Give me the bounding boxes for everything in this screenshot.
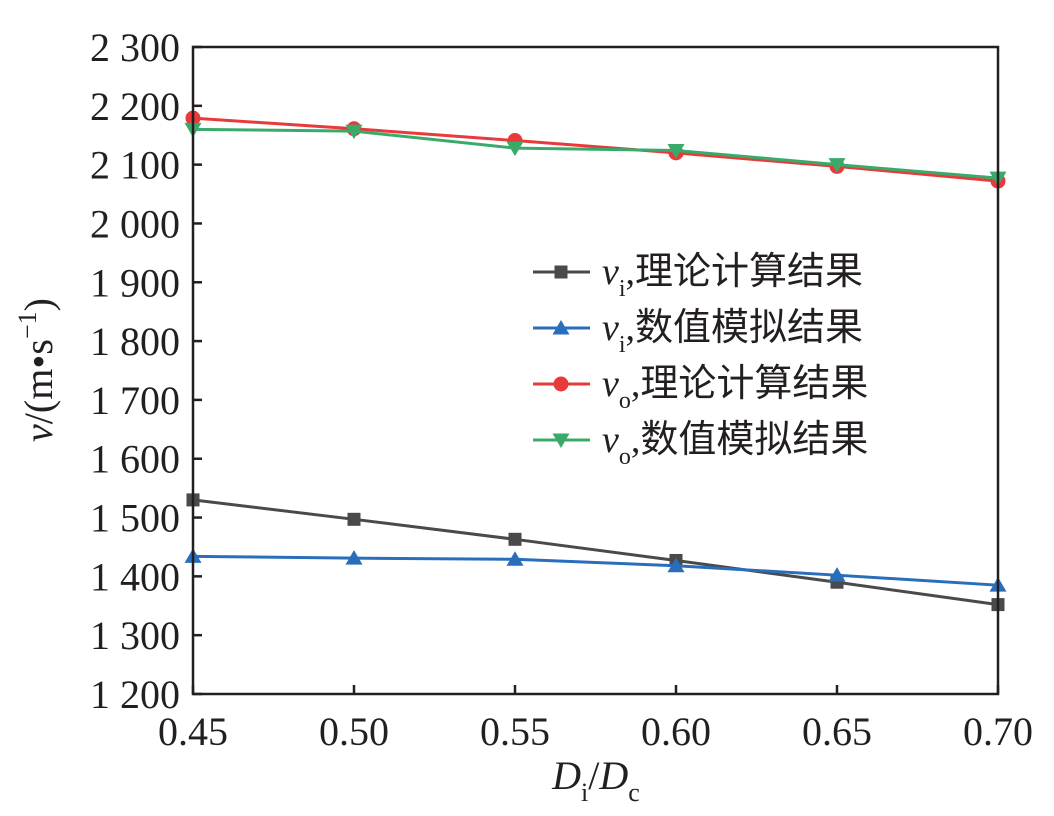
series-2-point [667,557,685,573]
y-tick-label: 1 400 [90,554,180,599]
y-tick-label: 2 300 [90,25,180,70]
series-4-point [828,158,846,173]
legend-swatch-marker [552,320,570,335]
y-tick-label: 2 100 [90,143,180,188]
series-line-1 [192,498,999,607]
series-line-3 [192,116,999,183]
series-1-point [347,512,361,526]
y-tick-label: 1 900 [90,260,180,305]
y-tick-label: 1 500 [90,496,180,541]
x-axis-title-d2: D [598,753,628,798]
legend-swatch-marker [553,376,569,392]
x-axis-title-d1: D [551,753,581,798]
y-axis-title-dot: • [16,355,61,369]
series-2-point [828,567,846,582]
x-tick-label: 0.60 [641,709,711,754]
series-layer [184,110,1007,612]
y-axis-title-v: v [16,424,61,442]
series-line-2 [192,554,999,587]
y-axis-title-open: /(m [16,369,61,425]
series-1-point [508,532,522,546]
x-axis-title-sub2: c [628,778,640,807]
y-axis-title: v/(m•s−1) [13,298,61,442]
y-tick-label: 1 300 [90,613,180,658]
y-axis-title-exp: −1 [13,311,42,339]
plot-frame [191,45,1000,696]
x-axis-title-sub1: i [581,778,588,807]
series-4-point [506,141,524,157]
y-tick-label: 1 600 [90,437,180,482]
x-axis-title: Di/Dc [551,753,640,807]
y-axis-title-s: s [16,339,61,355]
series-line-4 [192,127,999,180]
x-tick-label: 0.50 [319,709,389,754]
y-tick-label: 2 200 [90,84,180,129]
x-tick-label: 0.70 [963,709,1033,754]
x-axis-title-slash: / [588,753,600,798]
legend-label-1: vi,理论计算结果 [602,251,863,302]
legend-label-4: vo,数值模拟结果 [602,419,868,470]
y-tick-label: 1 800 [90,319,180,364]
legend-label-3: vo,理论计算结果 [602,363,868,414]
y-axis-title-close: ) [16,298,61,311]
ticks-layer: 1 200 1 300 1 400 1 500 1 600 1 700 1 800 1 900… [90,25,1033,754]
x-tick-label: 0.55 [480,709,550,754]
x-tick-label: 0.65 [802,709,872,754]
series-4-point [345,124,363,140]
y-tick-label: 1 200 [90,672,180,717]
x-tick-label: 0.45 [158,709,228,754]
legend-label-2: vi,数值模拟结果 [602,307,863,358]
y-tick-label: 1 700 [90,378,180,423]
series-4-point [667,144,685,159]
series-2-point [506,551,524,566]
series-2-point [345,550,363,565]
legend-swatch-marker [554,265,568,279]
y-tick-label: 2 000 [90,201,180,246]
legend-swatch-marker [552,433,570,448]
